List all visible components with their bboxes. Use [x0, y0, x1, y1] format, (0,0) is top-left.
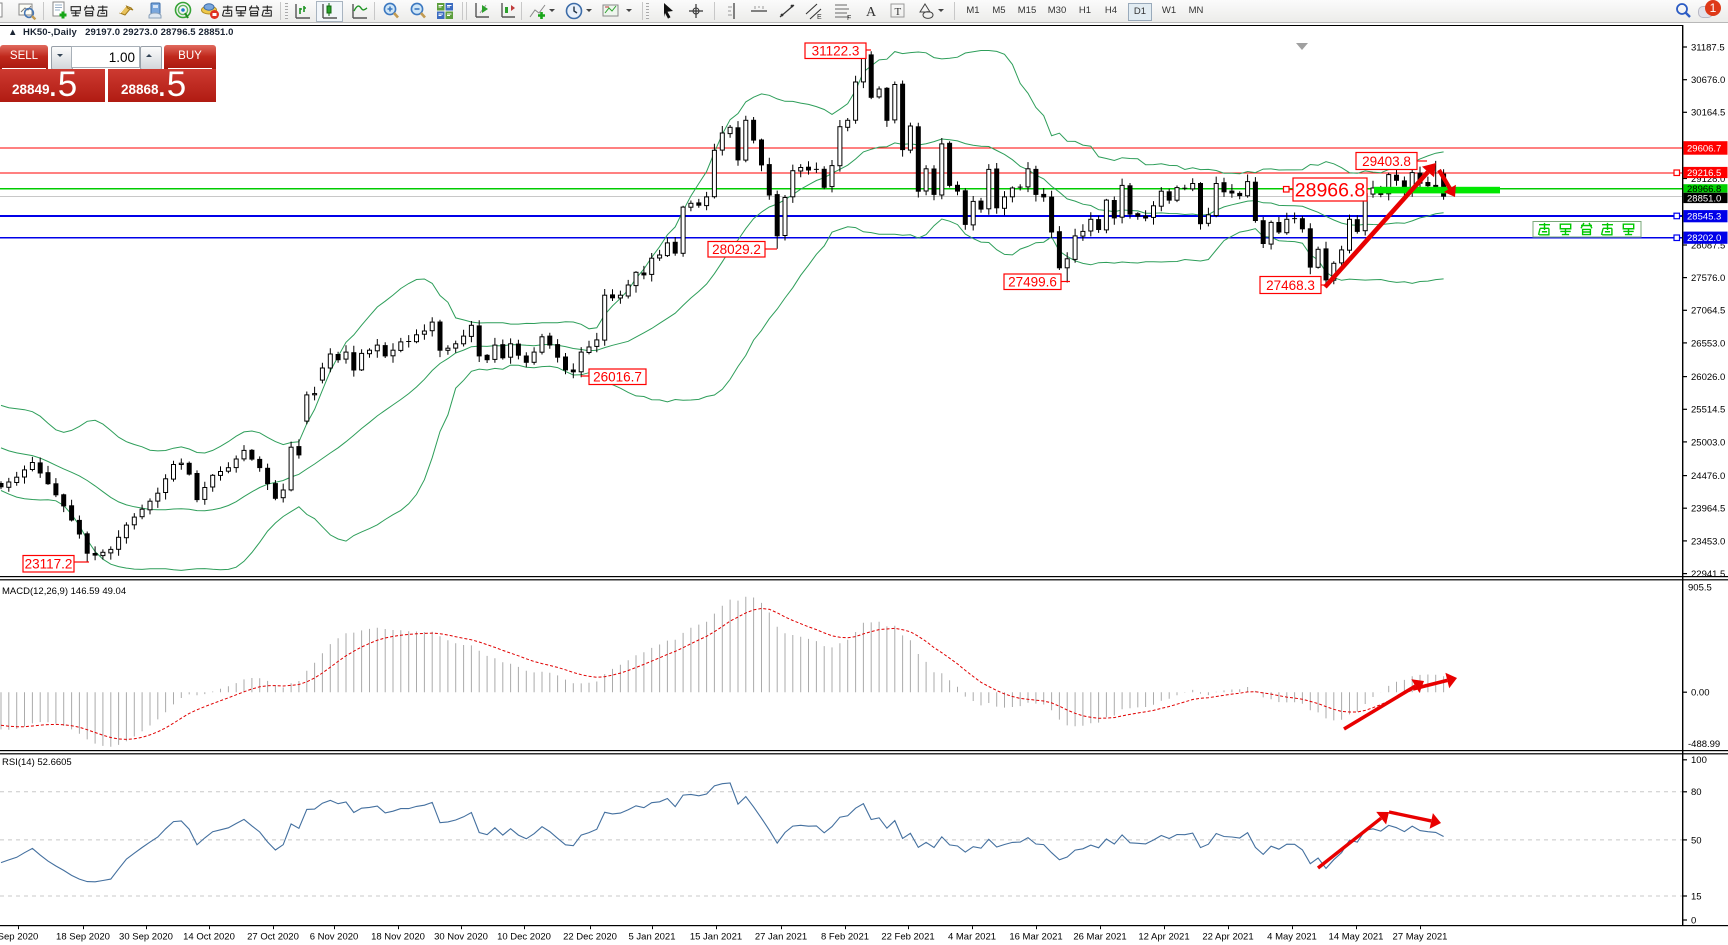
svg-text:T: T — [895, 6, 902, 18]
svg-text:905.5: 905.5 — [1688, 583, 1712, 594]
svg-text:Sep 2020: Sep 2020 — [0, 932, 38, 943]
svg-text:F: F — [847, 15, 851, 21]
svg-text:15: 15 — [1691, 891, 1702, 902]
svg-text:30 Nov 2020: 30 Nov 2020 — [434, 932, 488, 943]
svg-text:22 Feb 2021: 22 Feb 2021 — [881, 932, 934, 943]
svg-text:5 Jan 2021: 5 Jan 2021 — [628, 932, 675, 943]
svg-text:80: 80 — [1691, 787, 1702, 798]
svg-text:30 Sep 2020: 30 Sep 2020 — [119, 932, 173, 943]
svg-text:29128.0: 29128.0 — [1691, 174, 1725, 185]
svg-text:26553.0: 26553.0 — [1691, 338, 1725, 349]
svg-text:31122.3: 31122.3 — [812, 44, 860, 59]
svg-text:28545.3: 28545.3 — [1687, 212, 1721, 223]
svg-text:8 Feb 2021: 8 Feb 2021 — [821, 932, 869, 943]
svg-text:28029.2: 28029.2 — [712, 242, 761, 257]
svg-text:E: E — [817, 14, 822, 21]
svg-text:27499.6: 27499.6 — [1008, 275, 1057, 290]
svg-text:RSI(14) 52.6605: RSI(14) 52.6605 — [2, 757, 72, 768]
svg-text:26016.7: 26016.7 — [593, 370, 642, 385]
svg-text:A: A — [866, 5, 877, 20]
svg-text:18 Nov 2020: 18 Nov 2020 — [371, 932, 425, 943]
svg-text:10 Dec 2020: 10 Dec 2020 — [497, 932, 551, 943]
svg-text:28087.5: 28087.5 — [1691, 240, 1725, 251]
svg-text:27 Jan 2021: 27 Jan 2021 — [755, 932, 807, 943]
svg-text:29403.8: 29403.8 — [1362, 154, 1411, 169]
svg-text:14 Oct 2020: 14 Oct 2020 — [183, 932, 235, 943]
svg-text:-488.99: -488.99 — [1688, 739, 1720, 750]
svg-text:22941.5: 22941.5 — [1691, 569, 1725, 580]
svg-text:MACD(12,26,9) 146.59 49.04: MACD(12,26,9) 146.59 49.04 — [2, 586, 126, 597]
svg-text:28966.8: 28966.8 — [1687, 184, 1721, 195]
svg-text:29606.7: 29606.7 — [1687, 143, 1721, 154]
svg-text:22 Dec 2020: 22 Dec 2020 — [563, 932, 617, 943]
svg-text:0.00: 0.00 — [1691, 688, 1710, 699]
svg-text:29216.5: 29216.5 — [1687, 168, 1721, 179]
svg-text:23453.0: 23453.0 — [1691, 536, 1725, 547]
svg-text:25003.0: 25003.0 — [1691, 437, 1725, 448]
svg-text:27468.3: 27468.3 — [1266, 278, 1315, 293]
svg-text:28966.8: 28966.8 — [1295, 180, 1366, 202]
svg-text:4 May 2021: 4 May 2021 — [1267, 932, 1317, 943]
svg-text:4 Mar 2021: 4 Mar 2021 — [948, 932, 996, 943]
svg-text:27 Oct 2020: 27 Oct 2020 — [247, 932, 299, 943]
svg-text:27064.5: 27064.5 — [1691, 306, 1725, 317]
svg-text:27576.0: 27576.0 — [1691, 273, 1725, 284]
svg-text:16 Mar 2021: 16 Mar 2021 — [1009, 932, 1062, 943]
svg-text:28851.0: 28851.0 — [1687, 193, 1721, 204]
svg-text:22 Apr 2021: 22 Apr 2021 — [1202, 932, 1253, 943]
svg-text:100: 100 — [1691, 755, 1707, 766]
svg-text:0: 0 — [1691, 915, 1696, 926]
svg-text:12 Apr 2021: 12 Apr 2021 — [1138, 932, 1189, 943]
svg-text:26 Mar 2021: 26 Mar 2021 — [1073, 932, 1126, 943]
svg-text:30164.5: 30164.5 — [1691, 108, 1725, 119]
svg-text:24476.0: 24476.0 — [1691, 471, 1725, 482]
svg-text:26026.0: 26026.0 — [1691, 372, 1725, 383]
svg-text:28202.0: 28202.0 — [1687, 233, 1721, 244]
svg-text:27 May 2021: 27 May 2021 — [1393, 932, 1448, 943]
svg-text:14 May 2021: 14 May 2021 — [1329, 932, 1384, 943]
svg-text:6 Nov 2020: 6 Nov 2020 — [310, 932, 359, 943]
svg-text:23117.2: 23117.2 — [25, 557, 73, 572]
svg-text:25514.5: 25514.5 — [1691, 405, 1725, 416]
svg-text:23964.5: 23964.5 — [1691, 504, 1725, 515]
svg-text:18 Sep 2020: 18 Sep 2020 — [56, 932, 110, 943]
svg-text:15 Jan 2021: 15 Jan 2021 — [690, 932, 742, 943]
svg-text:31187.5: 31187.5 — [1691, 42, 1725, 53]
svg-text:30676.0: 30676.0 — [1691, 75, 1725, 86]
svg-text:50: 50 — [1691, 835, 1702, 846]
